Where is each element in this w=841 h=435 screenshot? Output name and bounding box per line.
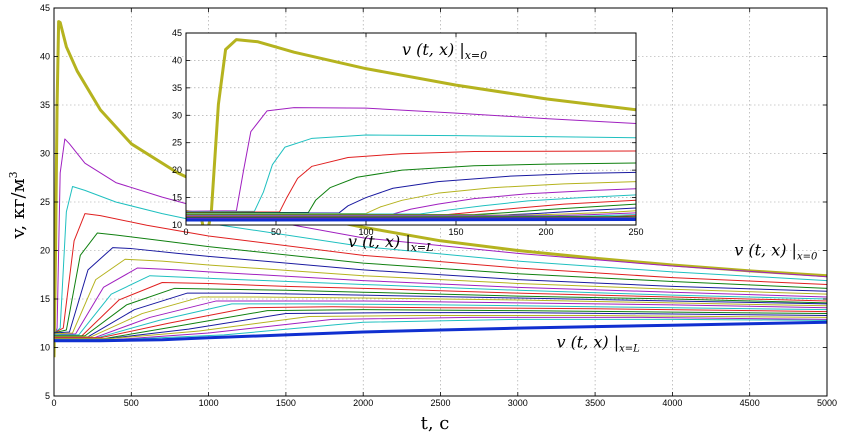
- main-annotation-1-subscript: x=L: [619, 344, 640, 355]
- inset-series-s6: [186, 171, 636, 214]
- main-lines: [54, 20, 827, 358]
- main-xtick-label-4: 2000: [353, 398, 373, 408]
- main-series-s6: [54, 247, 827, 334]
- inset-ticks: 0 50 100 150 200 250 10 15 20 25 30 35 40 45: [172, 28, 644, 237]
- inset-annotation-0-subscript: x=0: [465, 49, 487, 62]
- main-ytick-label-4: 25: [40, 197, 50, 207]
- inset-background: [186, 33, 636, 225]
- main-series-s7: [54, 258, 827, 335]
- main-series-s2: [54, 138, 827, 338]
- main-series-s10: [54, 282, 827, 337]
- inset-ytick-label-6: 40: [172, 55, 182, 65]
- inset-series-s11: [186, 203, 636, 216]
- main-series-s3: [54, 185, 827, 334]
- main-ytick-label-1: 10: [40, 343, 50, 353]
- main-y-label: v, кг/м3: [7, 171, 29, 239]
- inset-series-s15: [186, 214, 636, 217]
- main-xtick-label-3: 1500: [276, 398, 296, 408]
- main-annotation-0-text: v (t, x) |: [734, 240, 797, 259]
- main-annotations: v (t, x) |x=0v (t, x) |x=L: [556, 240, 818, 354]
- inset-series-x=0: [186, 38, 636, 225]
- main-series-s4: [54, 213, 827, 334]
- main-series-s16: [54, 306, 827, 339]
- inset-annotation-1-subscript: x=L: [411, 241, 434, 254]
- main-series-x=0: [54, 20, 827, 358]
- inset-annotation-0: v (t, x) |x=0: [402, 40, 487, 62]
- main-ytick-label-8: 45: [40, 3, 50, 13]
- main-xtick-label-0: 0: [51, 398, 56, 408]
- inset-annotation-1: v (t, x) |x=L: [348, 232, 433, 254]
- inset-series-s5: [186, 162, 636, 214]
- main-xtick-label-7: 3500: [585, 398, 605, 408]
- main-x-label: t, c: [421, 413, 450, 434]
- main-annotation-0: v (t, x) |x=0: [734, 240, 818, 262]
- inset-ytick-label-1: 15: [172, 193, 182, 203]
- main-ytick-label-2: 15: [40, 294, 50, 304]
- main-y-label-base: v, кг/м: [8, 178, 29, 239]
- inset-xtick-label-5: 250: [628, 227, 643, 237]
- main-series-s19: [54, 314, 827, 340]
- main-ytick-label-7: 40: [40, 52, 50, 62]
- inset-annotation-1-text: v (t, x) |: [348, 232, 411, 251]
- inset-xtick-label-3: 150: [448, 227, 463, 237]
- inset-lines: [186, 38, 636, 225]
- inset-annotation-0-text: v (t, x) |: [402, 40, 465, 59]
- main-series-s11: [54, 287, 827, 337]
- main-series-s9: [54, 275, 827, 336]
- main-xtick-label-2: 1000: [199, 398, 219, 408]
- inset-ytick-label-2: 20: [172, 165, 182, 175]
- inset-annotations: v (t, x) |x=0v (t, x) |x=L: [348, 40, 487, 254]
- inset-plot: 0 50 100 150 200 250 10 15 20 25 30 35 40 45: [172, 28, 644, 237]
- main-series-s13: [54, 296, 827, 338]
- inset-ytick-label-3: 25: [172, 138, 182, 148]
- main-xtick-label-8: 4000: [662, 398, 682, 408]
- inset-ytick-label-0: 10: [172, 220, 182, 230]
- inset-series-s4: [186, 150, 636, 213]
- main-ticks: 0 500 1000 1500 2000 2500 3000 3500 4000 4500 5000…: [40, 3, 837, 408]
- main-series-s12: [54, 292, 827, 338]
- inset-xtick-label-2: 100: [358, 227, 373, 237]
- inset-series-s8: [186, 188, 636, 215]
- inset-xtick-label-4: 200: [538, 227, 553, 237]
- inset-series-s14: [186, 212, 636, 217]
- inset-series-s17: [186, 216, 636, 218]
- main-annotation-1-text: v (t, x) |: [556, 333, 619, 352]
- inset-xtick-label-0: 0: [183, 227, 188, 237]
- main-annotation-1: v (t, x) |x=L: [556, 333, 640, 355]
- inset-ytick-label-4: 30: [172, 110, 182, 120]
- main-y-label-exponent: 3: [7, 171, 20, 178]
- main-xtick-label-10: 5000: [817, 398, 837, 408]
- main-series-s8: [54, 267, 827, 336]
- main-series-s15: [54, 303, 827, 339]
- main-xtick-label-1: 500: [124, 398, 139, 408]
- inset-series-x=L: [186, 218, 636, 222]
- main-xtick-label-9: 4500: [740, 398, 760, 408]
- main-xtick-label-6: 3000: [508, 398, 528, 408]
- main-series-s14: [54, 300, 827, 339]
- main-ytick-label-5: 30: [40, 149, 50, 159]
- main-series-s5: [54, 232, 827, 334]
- inset-ytick-label-7: 45: [172, 28, 182, 38]
- inset-xtick-label-1: 50: [271, 227, 281, 237]
- main-series-x=L: [54, 320, 827, 343]
- inset-axes-frame: [185, 32, 637, 226]
- main-ytick-label-0: 5: [45, 391, 50, 401]
- main-ytick-label-3: 20: [40, 246, 50, 256]
- inset-series-s7: [186, 181, 636, 214]
- inset-series-s3: [186, 134, 636, 213]
- inset-series-s13: [186, 210, 636, 216]
- inset-series-s2: [186, 107, 636, 212]
- main-xtick-label-5: 2500: [430, 398, 450, 408]
- inset-ytick-label-5: 35: [172, 83, 182, 93]
- main-ytick-label-6: 35: [40, 100, 50, 110]
- inset-series-s9: [186, 194, 636, 215]
- main-annotation-0-subscript: x=0: [797, 251, 818, 262]
